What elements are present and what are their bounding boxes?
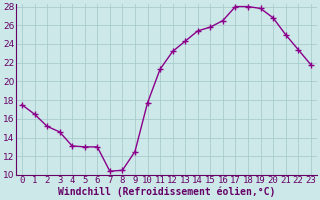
X-axis label: Windchill (Refroidissement éolien,°C): Windchill (Refroidissement éolien,°C) bbox=[58, 187, 275, 197]
